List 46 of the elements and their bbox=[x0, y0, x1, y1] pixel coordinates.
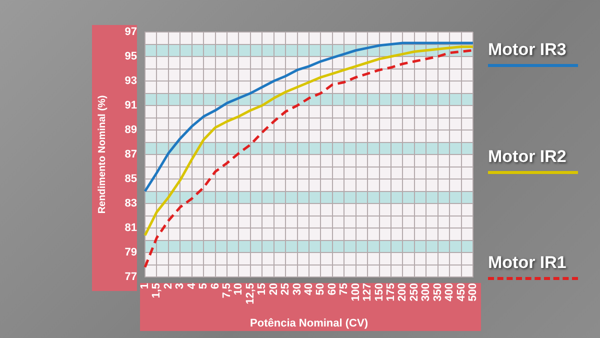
x-tick-label: 2 bbox=[162, 283, 174, 290]
x-tick-label: 1,5 bbox=[150, 283, 163, 298]
series-label: Motor IR3 bbox=[488, 40, 568, 60]
x-tick-label: 12,5 bbox=[244, 283, 256, 304]
y-tick-label: 77 bbox=[124, 271, 137, 284]
x-tick-label: 500 bbox=[467, 283, 480, 302]
y-tick-label: 87 bbox=[124, 148, 137, 161]
x-tick-label: 25 bbox=[280, 283, 292, 296]
y-tick-label: 93 bbox=[124, 75, 137, 88]
text: Motor IR1 bbox=[488, 253, 568, 273]
x-tick-label: 100 bbox=[350, 283, 362, 302]
x-tick-label: 400 bbox=[444, 283, 456, 302]
x-tick-label: 40 bbox=[303, 283, 316, 296]
y-tick-label: 91 bbox=[124, 100, 137, 112]
y-tick-label: 85 bbox=[124, 173, 137, 186]
x-tick-label: 300 bbox=[420, 283, 432, 302]
y-tick-label: 89 bbox=[124, 124, 137, 136]
x-tick-label: 450 bbox=[455, 283, 468, 302]
x-tick-label: 5 bbox=[198, 283, 210, 290]
y-axis-title: Rendimento Nominal (%) bbox=[96, 95, 108, 214]
x-tick-label: 200 bbox=[396, 283, 409, 302]
x-tick-label: 60 bbox=[326, 283, 338, 296]
x-tick-label: 175 bbox=[385, 283, 398, 302]
text: Motor IR2 bbox=[488, 146, 568, 166]
x-tick-label: 20 bbox=[268, 283, 280, 296]
y-tick-label: 97 bbox=[124, 26, 137, 38]
y-tick-label: 95 bbox=[124, 50, 137, 63]
x-tick-label: 75 bbox=[338, 283, 350, 296]
x-tick-label: 10 bbox=[232, 283, 245, 296]
x-tick-label: 350 bbox=[432, 283, 444, 302]
x-tick-label: 150 bbox=[373, 283, 386, 302]
y-tick-label: 79 bbox=[124, 246, 137, 259]
x-tick-label: 50 bbox=[314, 283, 327, 296]
y-tick-label: 81 bbox=[124, 222, 137, 234]
x-tick-label: 250 bbox=[408, 283, 420, 302]
x-tick-label: 127 bbox=[362, 283, 374, 302]
line-series bbox=[144, 49, 474, 268]
x-tick-label: 7,5 bbox=[221, 283, 234, 298]
x-tick-label: 6 bbox=[209, 283, 222, 290]
x-tick-label: 3 bbox=[174, 283, 186, 290]
x-tick-label: 4 bbox=[186, 282, 198, 290]
y-tick-label: 83 bbox=[124, 198, 137, 210]
x-axis-title: Potência Nominal (CV) bbox=[250, 317, 368, 330]
x-tick-label: 15 bbox=[256, 283, 268, 296]
x-tick-label: 1 bbox=[139, 283, 152, 290]
x-tick-label: 30 bbox=[291, 283, 304, 296]
